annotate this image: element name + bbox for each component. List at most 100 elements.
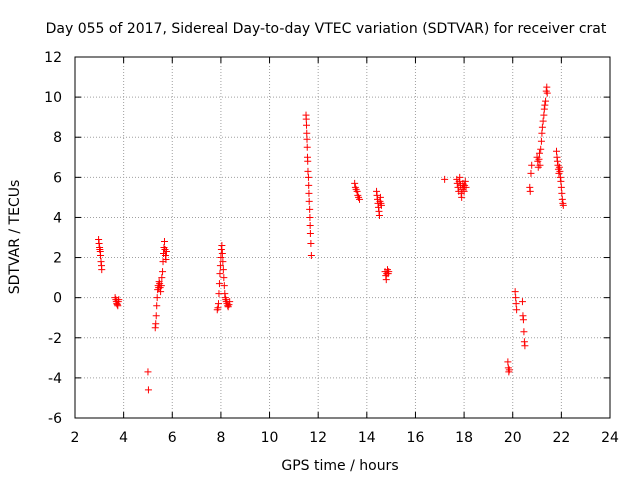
y-tick-label: -2 bbox=[48, 331, 62, 347]
y-tick-label: 8 bbox=[53, 130, 62, 146]
data-point bbox=[460, 187, 468, 195]
data-point bbox=[303, 143, 311, 151]
data-point bbox=[505, 366, 513, 374]
data-point bbox=[375, 211, 383, 219]
data-point bbox=[304, 173, 312, 181]
data-point bbox=[306, 205, 314, 213]
data-point bbox=[157, 282, 165, 290]
x-tick-label: 16 bbox=[407, 430, 425, 446]
data-point bbox=[216, 270, 224, 278]
data-point bbox=[512, 300, 520, 308]
x-tick-label: 6 bbox=[168, 430, 177, 446]
data-point bbox=[160, 238, 168, 246]
data-point bbox=[559, 201, 567, 209]
data-point bbox=[217, 254, 225, 262]
x-tick-label: 14 bbox=[358, 430, 376, 446]
data-point bbox=[218, 242, 226, 250]
data-point bbox=[518, 298, 526, 306]
data-point bbox=[215, 280, 223, 288]
data-point bbox=[306, 213, 314, 221]
y-tick-label: 2 bbox=[53, 251, 62, 267]
data-point bbox=[226, 298, 234, 306]
data-point bbox=[557, 177, 565, 185]
data-point bbox=[536, 161, 544, 169]
x-tick-label: 20 bbox=[504, 430, 522, 446]
y-tick-label: 10 bbox=[44, 90, 62, 106]
data-point bbox=[512, 294, 520, 302]
data-point bbox=[152, 312, 160, 320]
data-point bbox=[385, 268, 393, 276]
data-point bbox=[377, 201, 385, 209]
data-point bbox=[376, 193, 384, 201]
data-point bbox=[304, 167, 312, 175]
y-tick-label: -6 bbox=[48, 411, 62, 427]
data-point bbox=[306, 221, 314, 229]
data-point bbox=[215, 290, 223, 298]
data-point bbox=[214, 300, 222, 308]
y-tick-label: 0 bbox=[53, 291, 62, 307]
data-point bbox=[441, 175, 449, 183]
x-tick-label: 2 bbox=[71, 430, 80, 446]
data-point bbox=[305, 181, 313, 189]
data-point bbox=[526, 187, 534, 195]
data-point bbox=[305, 189, 313, 197]
data-point bbox=[157, 288, 165, 296]
data-point bbox=[458, 193, 466, 201]
data-point bbox=[539, 117, 547, 125]
data-point bbox=[504, 358, 512, 366]
x-tick-label: 18 bbox=[455, 430, 473, 446]
data-point bbox=[543, 89, 551, 97]
data-point bbox=[304, 157, 312, 165]
data-point bbox=[541, 101, 549, 109]
data-point bbox=[556, 167, 564, 175]
data-point bbox=[456, 173, 464, 181]
data-point bbox=[356, 195, 364, 203]
data-point bbox=[303, 121, 311, 129]
x-tick-label: 4 bbox=[119, 430, 128, 446]
data-point bbox=[305, 197, 313, 205]
y-tick-label: -4 bbox=[48, 371, 62, 387]
data-point bbox=[542, 97, 550, 105]
data-point bbox=[537, 145, 545, 153]
data-point bbox=[153, 302, 161, 310]
x-tick-label: 8 bbox=[216, 430, 225, 446]
data-point bbox=[513, 306, 521, 314]
data-point bbox=[558, 189, 566, 197]
data-point bbox=[557, 183, 565, 191]
data-point bbox=[162, 248, 170, 256]
data-point bbox=[461, 177, 469, 185]
y-axis-label: SDTVAR / TECUs bbox=[7, 180, 23, 295]
data-point bbox=[158, 274, 166, 282]
x-axis-label: GPS time / hours bbox=[281, 458, 398, 474]
plot-frame bbox=[74, 56, 611, 419]
data-point bbox=[303, 129, 311, 137]
data-point bbox=[220, 274, 228, 282]
data-point bbox=[540, 111, 548, 119]
data-point bbox=[511, 288, 519, 296]
data-point bbox=[216, 262, 224, 270]
data-point bbox=[462, 183, 470, 191]
data-point bbox=[382, 276, 390, 284]
data-point bbox=[303, 135, 311, 143]
data-point bbox=[219, 266, 227, 274]
data-point bbox=[353, 187, 361, 195]
data-point bbox=[220, 282, 228, 290]
data-point bbox=[152, 320, 160, 328]
data-point bbox=[351, 179, 359, 187]
y-tick-label: 12 bbox=[44, 50, 62, 66]
data-point bbox=[306, 229, 314, 237]
data-point bbox=[537, 137, 545, 145]
chart-title: Day 055 of 2017, Sidereal Day-to-day VTE… bbox=[46, 21, 607, 37]
data-point bbox=[219, 258, 227, 266]
data-point bbox=[307, 240, 315, 248]
data-point bbox=[159, 268, 167, 276]
data-point bbox=[538, 123, 546, 131]
data-point bbox=[115, 296, 123, 304]
data-point bbox=[162, 256, 170, 264]
x-tick-label: 22 bbox=[552, 430, 570, 446]
data-point bbox=[144, 386, 152, 394]
y-tick-label: 6 bbox=[53, 170, 62, 186]
